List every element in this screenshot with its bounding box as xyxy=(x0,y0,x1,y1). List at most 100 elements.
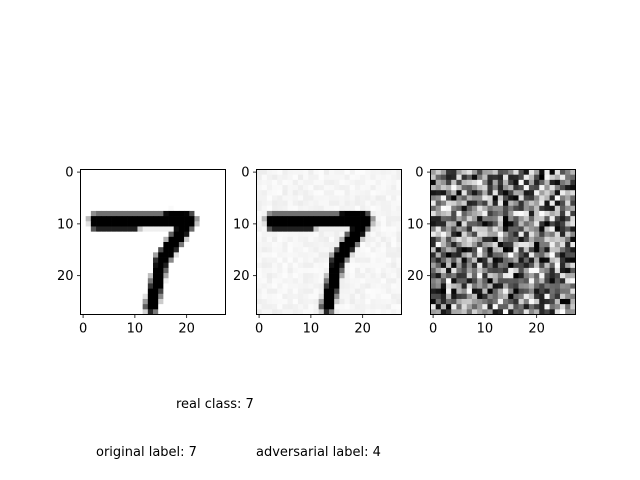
pixel-cell xyxy=(559,247,566,253)
pixel-cell xyxy=(80,252,87,258)
pixel-cell xyxy=(513,185,519,191)
pixel-cell xyxy=(554,298,561,305)
pixel-cell xyxy=(440,185,447,191)
pixel-cell xyxy=(461,309,468,315)
pixel-cell xyxy=(287,242,294,248)
pixel-cell xyxy=(318,190,325,196)
pixel-cell xyxy=(360,179,366,186)
pixel-cell xyxy=(523,247,530,253)
pixel-cell xyxy=(303,174,309,181)
pixel-cell xyxy=(334,190,340,196)
pixel-cell xyxy=(111,252,118,258)
pixel-cell xyxy=(308,309,314,315)
pixel-cell xyxy=(277,293,283,300)
pixel-cell xyxy=(430,247,437,253)
pixel-cell xyxy=(153,257,159,264)
pixel-cell xyxy=(528,267,535,274)
pixel-cell xyxy=(503,200,509,207)
pixel-cell xyxy=(184,216,190,222)
pixel-cell xyxy=(142,205,149,212)
pixel-cell xyxy=(370,169,376,176)
pixel-cell xyxy=(534,221,540,227)
pixel-cell xyxy=(308,179,314,186)
pixel-cell xyxy=(313,242,319,248)
pixel-cell xyxy=(471,298,478,305)
pixel-cell xyxy=(137,174,143,181)
pixel-cell xyxy=(534,226,540,232)
pixel-cell xyxy=(497,210,504,217)
pixel-cell xyxy=(451,205,457,212)
pixel-cell xyxy=(554,190,561,196)
pixel-cell xyxy=(287,174,294,181)
pixel-cell xyxy=(523,169,530,176)
pixel-cell xyxy=(127,278,133,284)
pixel-cell xyxy=(308,205,314,212)
perturbation-pixels xyxy=(430,169,576,315)
pixel-cell xyxy=(370,179,376,186)
pixel-cell xyxy=(466,257,473,264)
pixel-cell xyxy=(297,252,304,258)
pixel-cell xyxy=(266,252,273,258)
pixel-cell xyxy=(163,221,169,227)
pixel-cell xyxy=(365,283,371,289)
pixel-cell xyxy=(549,288,556,295)
pixel-cell xyxy=(116,283,123,289)
pixel-cell xyxy=(523,221,530,227)
pixel-cell xyxy=(85,262,92,269)
pixel-cell xyxy=(344,293,351,300)
pixel-cell xyxy=(277,231,283,238)
pixel-cell xyxy=(308,216,314,222)
pixel-cell xyxy=(349,309,356,315)
pixel-cell xyxy=(334,210,340,217)
pixel-cell xyxy=(503,205,509,212)
pixel-cell xyxy=(513,236,519,243)
pixel-cell xyxy=(303,231,309,238)
pixel-cell xyxy=(147,273,154,279)
pixel-cell xyxy=(80,242,87,248)
y-tick-label: 0 xyxy=(415,166,423,181)
pixel-cell xyxy=(365,257,371,264)
pixel-cell xyxy=(292,200,299,207)
pixel-cell xyxy=(451,262,457,269)
pixel-cell xyxy=(277,298,283,305)
pixel-cell xyxy=(539,174,545,181)
pixel-cell xyxy=(539,283,545,289)
pixel-cell xyxy=(132,242,138,248)
pixel-cell xyxy=(147,210,154,217)
pixel-cell xyxy=(508,304,514,310)
pixel-cell xyxy=(121,288,128,295)
pixel-cell xyxy=(209,190,216,196)
pixel-cell xyxy=(137,185,143,191)
pixel-cell xyxy=(466,169,473,176)
pixel-cell xyxy=(85,185,92,191)
pixel-cell xyxy=(492,231,499,238)
pixel-cell xyxy=(303,179,309,186)
pixel-cell xyxy=(147,298,154,305)
pixel-cell xyxy=(456,278,462,284)
pixel-cell xyxy=(106,205,112,212)
pixel-cell xyxy=(508,195,514,201)
pixel-cell xyxy=(334,169,340,176)
pixel-cell xyxy=(90,200,97,207)
pixel-cell xyxy=(220,210,226,217)
pixel-cell xyxy=(497,190,504,196)
pixel-cell xyxy=(440,247,447,253)
pixel-cell xyxy=(440,236,447,243)
pixel-cell xyxy=(80,273,87,279)
pixel-cell xyxy=(570,205,576,212)
pixel-cell xyxy=(565,195,571,201)
pixel-cell xyxy=(189,216,195,222)
pixel-cell xyxy=(430,252,437,258)
pixel-cell xyxy=(456,293,462,300)
pixel-cell xyxy=(349,247,356,253)
pixel-cell xyxy=(534,257,540,264)
pixel-cell xyxy=(559,231,566,238)
pixel-cell xyxy=(184,262,190,269)
pixel-cell xyxy=(101,257,107,264)
pixel-cell xyxy=(528,257,535,264)
pixel-cell xyxy=(303,210,309,217)
pixel-cell xyxy=(158,257,164,264)
pixel-cell xyxy=(96,226,102,232)
pixel-cell xyxy=(360,221,366,227)
pixel-cell xyxy=(189,185,195,191)
